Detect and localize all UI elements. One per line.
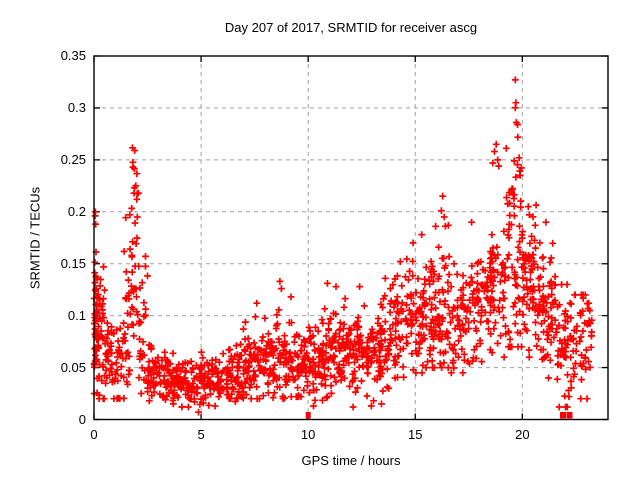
y-tick-label: 0.3 [67,99,86,115]
y-tick-label: 0.35 [60,48,86,63]
plot-border [93,55,609,421]
y-tick-label: 0 [78,411,86,427]
zero-value-cluster [560,412,566,419]
data-points [90,76,596,416]
zero-value-cluster [305,412,311,419]
grid-lines [94,56,608,420]
x-tick-label: 20 [515,427,530,442]
x-axis-label: GPS time / hours [301,453,401,468]
y-axis-label: SRMTID / TECUs [27,186,43,290]
y-tick-label: 0.05 [60,359,86,375]
y-tick-label: 0.25 [60,151,86,167]
y-tick-label: 0.15 [60,255,86,271]
x-tick-label: 0 [90,427,98,442]
y-tick-label: 0.1 [67,307,86,323]
zero-value-cluster [566,412,573,419]
y-tick-label: 0.2 [67,203,86,219]
chart-title: Day 207 of 2017, SRMTID for receiver asc… [224,20,478,35]
x-tick-label: 10 [300,427,316,442]
x-tick-label: 5 [197,427,205,442]
x-tick-label: 15 [408,427,423,442]
